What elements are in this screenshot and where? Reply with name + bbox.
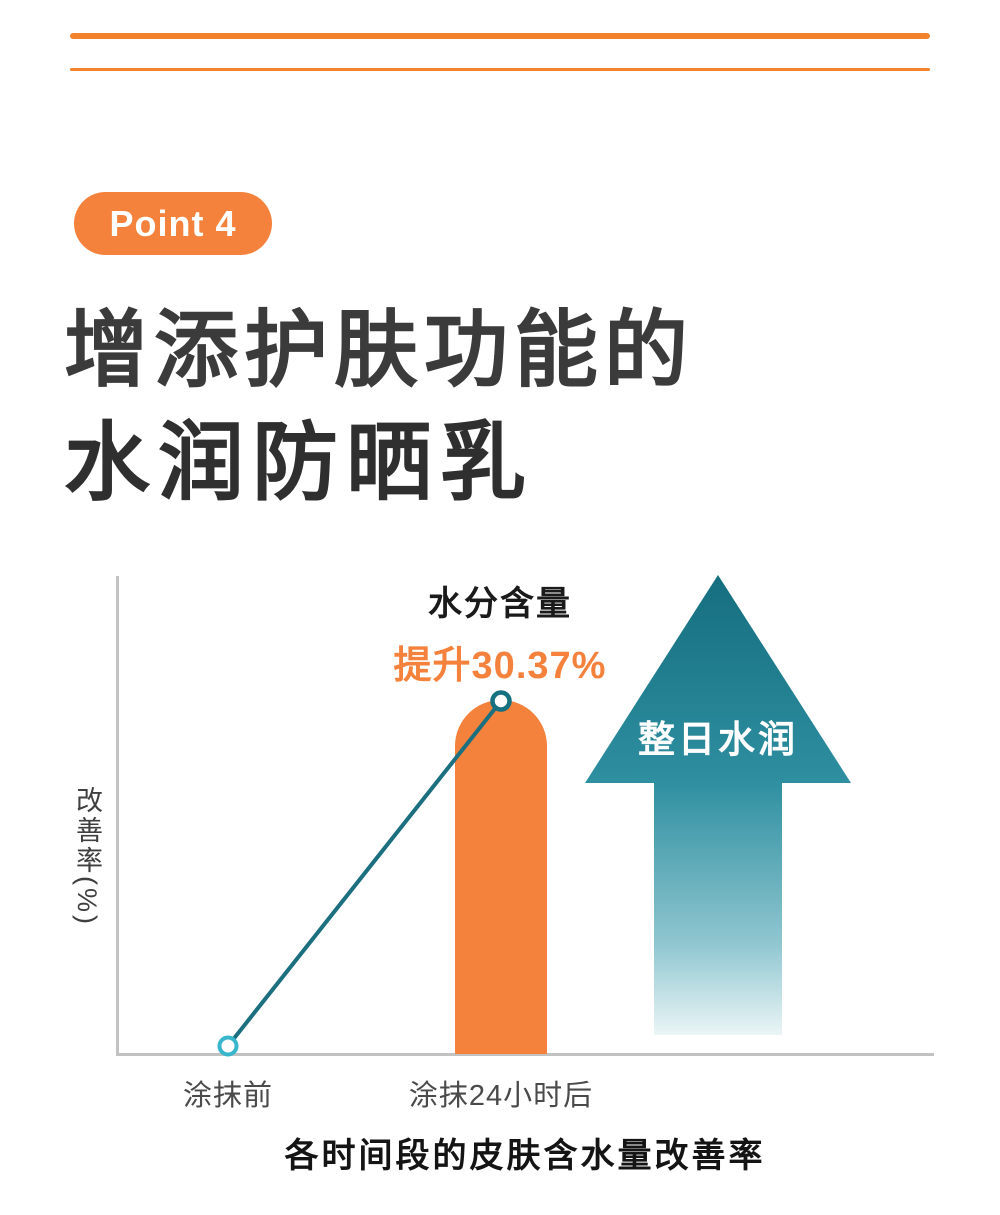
point-badge-label: Point 4 — [109, 202, 237, 244]
y-axis-line — [116, 576, 119, 1056]
annotation-title: 水分含量 — [428, 585, 572, 623]
y-axis-label: 改善率(%) — [72, 786, 102, 927]
chart-caption: 各时间段的皮肤含水量改善率 — [284, 1137, 766, 1175]
point-badge: Point 4 — [74, 192, 272, 255]
bar-annotation: 水分含量 提升30.37% — [350, 576, 650, 689]
up-arrow-icon — [585, 575, 851, 1035]
top-rule-primary — [70, 33, 930, 39]
annotation-value: 提升30.37% — [393, 645, 607, 687]
arrow-label: 整日水润 — [638, 719, 798, 760]
up-arrow-shape — [585, 575, 851, 1035]
data-point-before — [217, 1035, 239, 1057]
bar-after-24h — [455, 700, 547, 1054]
x-tick-before: 涂抹前 — [182, 1080, 273, 1112]
top-rule-secondary — [70, 68, 930, 71]
x-axis-line — [116, 1053, 934, 1056]
heading-line-1: 增添护肤功能的 — [64, 303, 695, 397]
heading-line-2: 水润防晒乳 — [64, 415, 534, 511]
x-tick-after-24h: 涂抹24小时后 — [408, 1080, 594, 1112]
